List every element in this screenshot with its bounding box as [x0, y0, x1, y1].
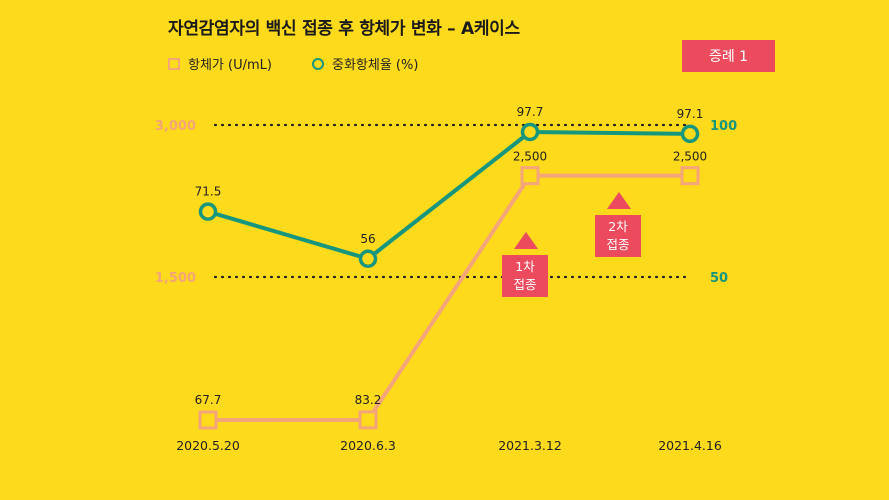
neutralizing-data-label: 56	[360, 232, 375, 246]
antibody-point	[680, 166, 700, 186]
antibody-data-label: 67.7	[195, 393, 222, 407]
x-tick-label: 2021.3.12	[498, 438, 562, 453]
left-tick-label: 3,000	[155, 119, 196, 134]
x-tick-label: 2021.4.16	[658, 438, 722, 453]
neutralizing-data-label: 71.5	[195, 185, 222, 199]
neutralizing-data-label: 97.1	[677, 107, 704, 121]
dose-2-annotation: 2차 접종	[595, 215, 641, 257]
legend-label-antibody: 항체가 (U/mL)	[188, 58, 272, 73]
left-tick-label: 1,500	[155, 271, 196, 286]
antibody-data-label: 2,500	[673, 150, 707, 164]
dose-2-line-2: 접종	[606, 237, 630, 252]
antibody-data-label: 2,500	[513, 150, 547, 164]
antibody-point	[358, 410, 378, 430]
neutralizing-line	[207, 129, 691, 261]
x-tick-label: 2020.5.20	[176, 438, 240, 453]
right-tick-label: 100	[710, 119, 737, 134]
dose-1-line-1: 1차	[515, 259, 535, 274]
right-tick-label: 50	[710, 271, 728, 286]
dose-2-triangle-icon	[607, 192, 631, 209]
antibody-data-label: 83.2	[355, 393, 382, 407]
dose-2-line-1: 2차	[608, 219, 628, 234]
neutralizing-point	[358, 249, 378, 269]
legend-item-antibody: 항체가 (U/mL)	[168, 54, 272, 73]
neutralizing-data-label: 97.7	[517, 105, 544, 119]
x-tick-label: 2020.6.3	[340, 438, 396, 453]
chart-title: 자연감염자의 백신 접종 후 항체가 변화 – A케이스	[168, 19, 520, 39]
legend-item-neutralizing: 중화항체율 (%)	[312, 54, 418, 73]
legend-label-neutralizing: 중화항체율 (%)	[332, 58, 419, 73]
neutralizing-point	[520, 122, 540, 142]
case-badge: 증례 1	[682, 40, 775, 72]
antibody-line	[207, 173, 690, 422]
dose-1-triangle-icon	[514, 232, 538, 249]
antibody-point	[198, 410, 218, 430]
circle-marker-icon	[312, 57, 324, 70]
neutralizing-point	[198, 202, 218, 221]
neutralizing-point	[680, 124, 700, 144]
antibody-point	[520, 166, 540, 186]
square-marker-icon	[168, 57, 180, 70]
dose-1-annotation: 1차 접종	[502, 255, 548, 297]
dose-1-line-2: 접종	[513, 277, 537, 292]
